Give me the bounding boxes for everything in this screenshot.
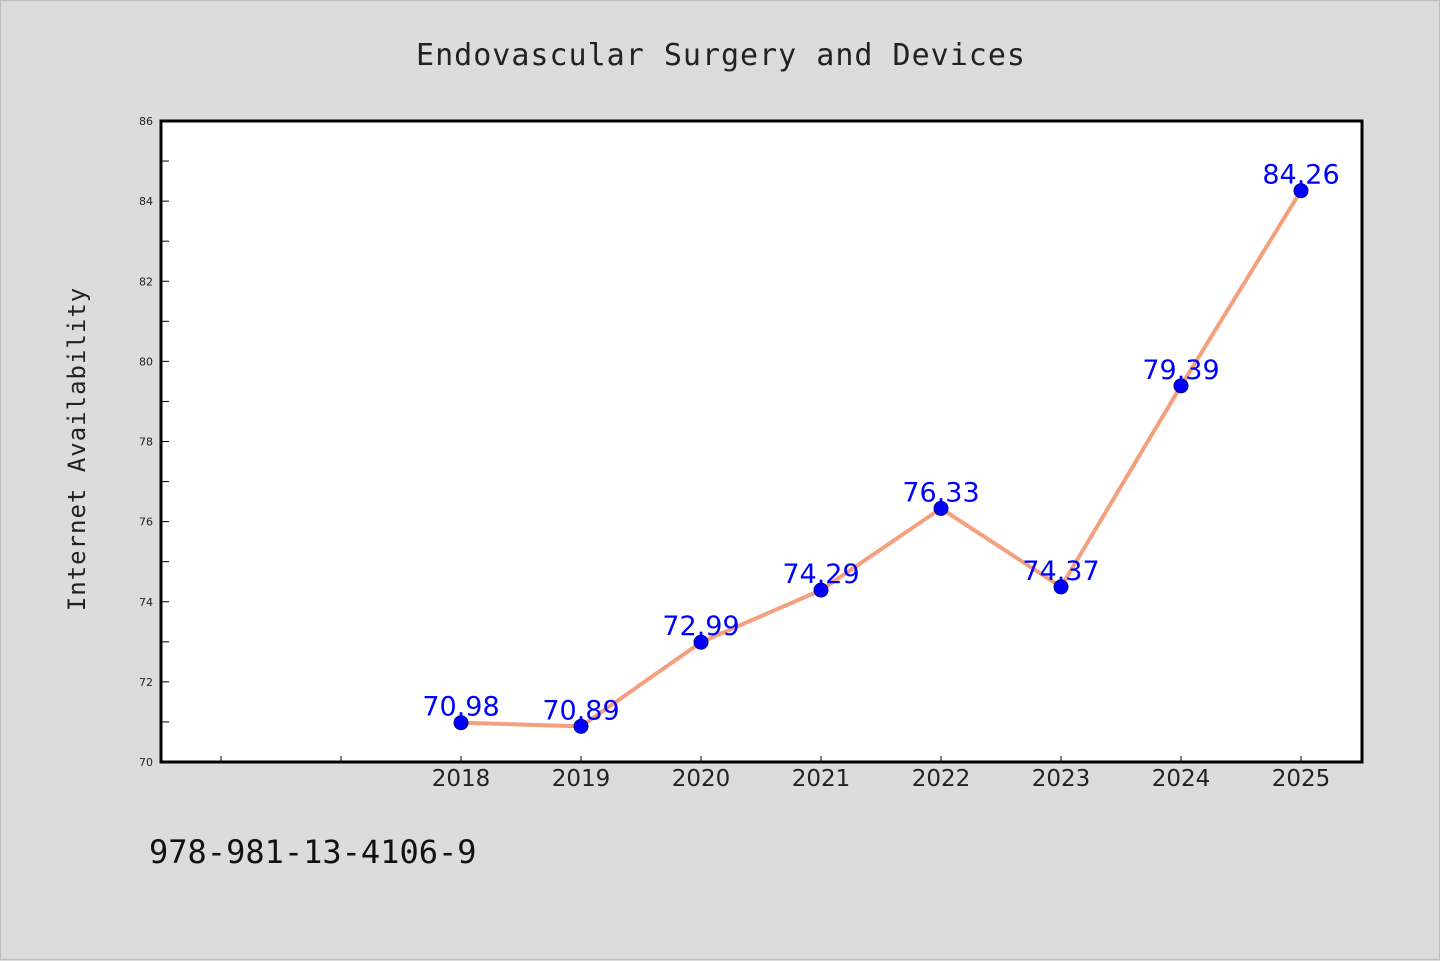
data-point	[1053, 579, 1069, 595]
x-tick-label: 2018	[432, 766, 491, 792]
data-point	[933, 500, 949, 516]
data-label: 84.26	[1262, 160, 1339, 191]
y-tick-label: 84	[139, 195, 153, 208]
x-axis: 2018 2019 2020 2021 2022 2023 2024 2025	[220, 756, 1331, 792]
y-tick-label: 78	[139, 436, 153, 449]
data-point	[693, 634, 709, 650]
y-tick-label: 82	[139, 275, 153, 288]
x-tick-label: 2019	[552, 766, 611, 792]
series-line	[459, 188, 1303, 729]
y-tick-label: 80	[139, 355, 153, 368]
x-tick-label: 2024	[1152, 766, 1211, 792]
data-point	[573, 718, 589, 734]
x-tick-label: 2021	[792, 766, 851, 792]
data-point	[453, 715, 469, 731]
y-tick-label: 76	[139, 516, 153, 529]
data-label: 79.39	[1142, 355, 1219, 386]
x-tick-label: 2025	[1272, 766, 1331, 792]
data-label: 74.29	[782, 559, 859, 590]
data-label: 74.37	[1022, 556, 1099, 587]
data-label: 70.98	[422, 692, 499, 723]
data-label: 76.33	[902, 477, 979, 508]
y-tick-label: 86	[139, 115, 153, 128]
chart-title: Endovascular Surgery and Devices	[416, 38, 1026, 73]
y-tick-label: 70	[139, 756, 153, 769]
data-point	[1173, 378, 1189, 394]
x-tick-label: 2022	[912, 766, 971, 792]
data-label: 72.99	[662, 611, 739, 642]
data-point	[813, 582, 829, 598]
data-labels: 70.98 70.89 72.99 74.29 76.33 74.37 79.39 84.26	[422, 160, 1339, 727]
y-tick-label: 72	[139, 676, 153, 689]
x-tick-label: 2023	[1032, 766, 1091, 792]
y-tick-label: 74	[139, 596, 153, 609]
y-axis-label: Internet Availability	[63, 287, 91, 611]
isbn-text: 978-981-13-4106-9	[149, 833, 477, 871]
data-point	[1293, 183, 1309, 199]
data-label: 70.89	[542, 695, 619, 726]
plot-area	[159, 119, 1364, 764]
x-tick-label: 2020	[672, 766, 731, 792]
series-line-group	[453, 183, 1309, 734]
y-axis: 70 72 74 76 78 80 82 84 86	[139, 115, 169, 769]
